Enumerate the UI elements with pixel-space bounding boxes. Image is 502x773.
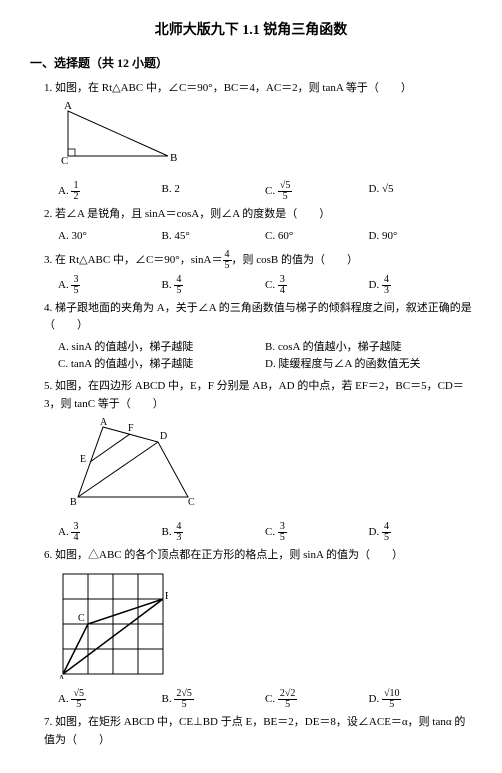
q3-options: A. 35 B. 45 C. 34 D. 43: [58, 275, 472, 296]
q4-options: A. sinA 的值越小，梯子越陡 B. cosA 的值越小，梯子越陡 C. t…: [58, 339, 472, 374]
svg-text:C: C: [61, 155, 68, 167]
q5-options: A. 34 B. 43 C. 35 D. 45: [58, 522, 472, 543]
q1-figure: A B C: [58, 101, 472, 177]
question-7: 7. 如图，在矩形 ABCD 中，CE⊥BD 于点 E，BE＝2，DE＝8，设∠…: [44, 714, 472, 749]
svg-text:A: A: [100, 417, 108, 428]
svg-text:C: C: [188, 497, 195, 508]
question-1: 1. 如图，在 Rt△ABC 中，∠C＝90°，BC＝4，AC＝2，则 tanA…: [44, 80, 472, 98]
svg-text:B: B: [70, 497, 77, 508]
svg-text:B: B: [165, 591, 168, 602]
question-4: 4. 梯子跟地面的夹角为 A，关于∠A 的三角函数值与梯子的倾斜程度之间，叙述正…: [44, 300, 472, 335]
q1-options: A. 12 B. 2 C. √55 D. √5: [58, 181, 472, 202]
page-title: 北师大版九下 1.1 锐角三角函数: [30, 20, 472, 42]
svg-text:B: B: [170, 152, 177, 164]
svg-text:A: A: [58, 674, 66, 679]
question-6: 6. 如图，△ABC 的各个顶点都在正方形的格点上，则 sinA 的值为（ ）: [44, 547, 472, 565]
svg-text:F: F: [128, 423, 134, 434]
question-2: 2. 若∠A 是锐角，且 sinA＝cosA，则∠A 的度数是（ ）: [44, 206, 472, 224]
q5-figure: A B C D E F: [58, 417, 472, 518]
svg-text:A: A: [64, 101, 72, 112]
q6-options: A. √55 B. 2√55 C. 2√25 D. √105: [58, 689, 472, 710]
svg-text:D: D: [160, 431, 167, 442]
svg-text:C: C: [78, 613, 85, 624]
question-5: 5. 如图，在四边形 ABCD 中，E，F 分别是 AB，AD 的中点，若 EF…: [44, 378, 472, 413]
question-3: 3. 在 Rt△ABC 中，∠C＝90°，sinA＝45，则 cosB 的值为（…: [44, 250, 472, 271]
section-heading: 一、选择题（共 12 小题）: [30, 54, 472, 73]
q2-options: A. 30° B. 45° C. 60° D. 90°: [58, 228, 472, 246]
q6-figure: A B C: [58, 569, 472, 685]
svg-text:E: E: [80, 454, 86, 465]
